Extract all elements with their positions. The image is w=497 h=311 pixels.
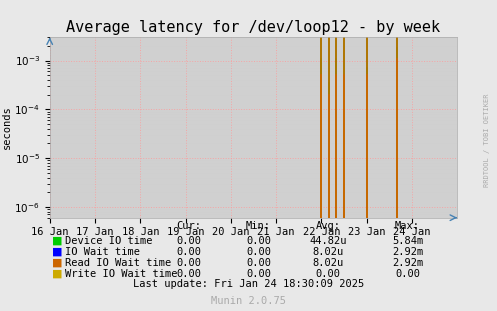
Text: ■: ■ [52, 269, 63, 279]
Text: IO Wait time: IO Wait time [65, 247, 140, 257]
Text: 2.92m: 2.92m [392, 258, 423, 268]
Text: Cur:: Cur: [176, 220, 201, 230]
Text: 0.00: 0.00 [246, 236, 271, 246]
Text: 5.84m: 5.84m [392, 236, 423, 246]
Text: Min:: Min: [246, 220, 271, 230]
Text: 0.00: 0.00 [176, 247, 201, 257]
Title: Average latency for /dev/loop12 - by week: Average latency for /dev/loop12 - by wee… [67, 20, 440, 35]
Text: Write IO Wait time: Write IO Wait time [65, 269, 177, 279]
Text: 0.00: 0.00 [176, 236, 201, 246]
Text: Read IO Wait time: Read IO Wait time [65, 258, 171, 268]
Text: Device IO time: Device IO time [65, 236, 152, 246]
Text: 8.02u: 8.02u [313, 247, 343, 257]
Text: 0.00: 0.00 [246, 247, 271, 257]
Text: 0.00: 0.00 [246, 258, 271, 268]
Text: ■: ■ [52, 247, 63, 257]
Text: 8.02u: 8.02u [313, 258, 343, 268]
Text: 2.92m: 2.92m [392, 247, 423, 257]
Text: Avg:: Avg: [316, 220, 340, 230]
Text: ■: ■ [52, 236, 63, 246]
Text: 0.00: 0.00 [316, 269, 340, 279]
Text: 44.82u: 44.82u [309, 236, 347, 246]
Text: RRDTOOL / TOBI OETIKER: RRDTOOL / TOBI OETIKER [484, 93, 490, 187]
Text: ■: ■ [52, 258, 63, 268]
Text: 0.00: 0.00 [176, 269, 201, 279]
Y-axis label: seconds: seconds [1, 106, 11, 149]
Text: 0.00: 0.00 [246, 269, 271, 279]
Text: Munin 2.0.75: Munin 2.0.75 [211, 296, 286, 306]
Text: Last update: Fri Jan 24 18:30:09 2025: Last update: Fri Jan 24 18:30:09 2025 [133, 279, 364, 289]
Text: 0.00: 0.00 [176, 258, 201, 268]
Text: Max:: Max: [395, 220, 420, 230]
Text: 0.00: 0.00 [395, 269, 420, 279]
